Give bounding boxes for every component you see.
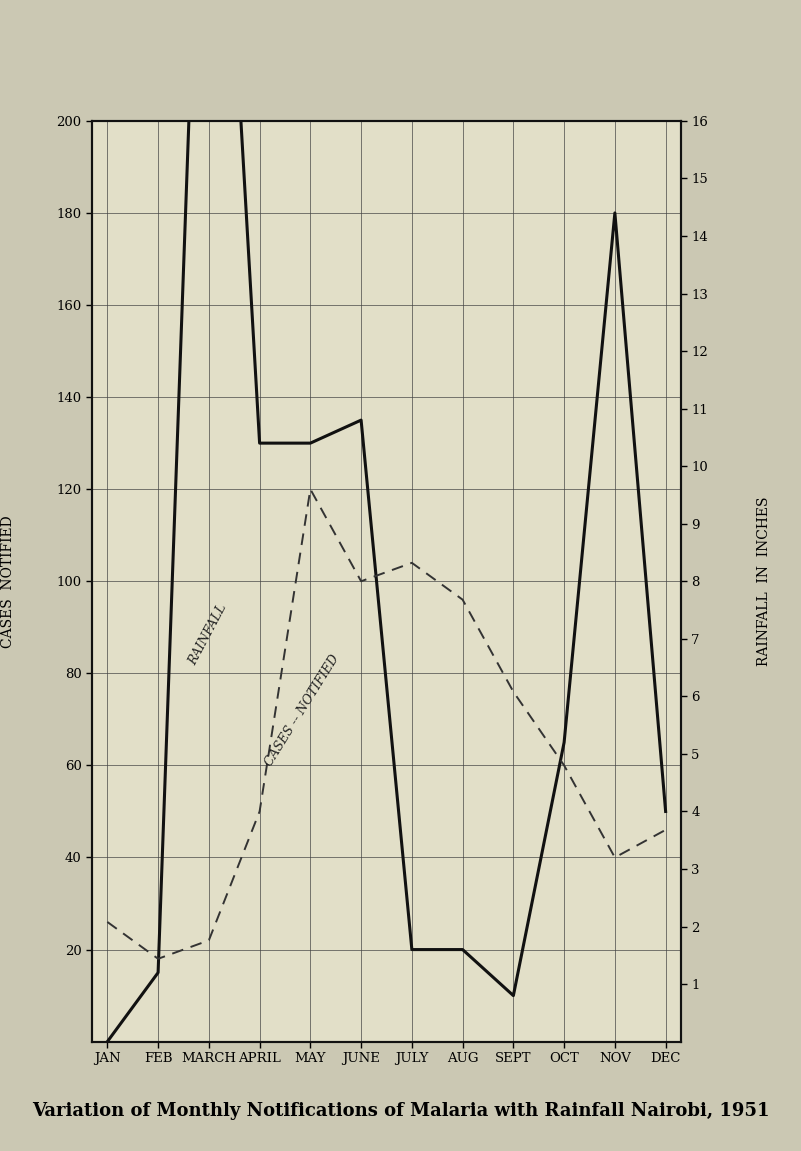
Text: Variation of Monthly Notifications of Malaria with Rainfall Nairobi, 1951: Variation of Monthly Notifications of Ma… bbox=[32, 1102, 769, 1120]
Y-axis label: RAINFALL  IN  INCHES: RAINFALL IN INCHES bbox=[757, 496, 771, 666]
Text: CASES -- NOTIFIED: CASES -- NOTIFIED bbox=[262, 653, 341, 769]
Y-axis label: CASES  NOTIFIED: CASES NOTIFIED bbox=[1, 514, 15, 648]
Text: RAINFALL: RAINFALL bbox=[186, 602, 229, 668]
